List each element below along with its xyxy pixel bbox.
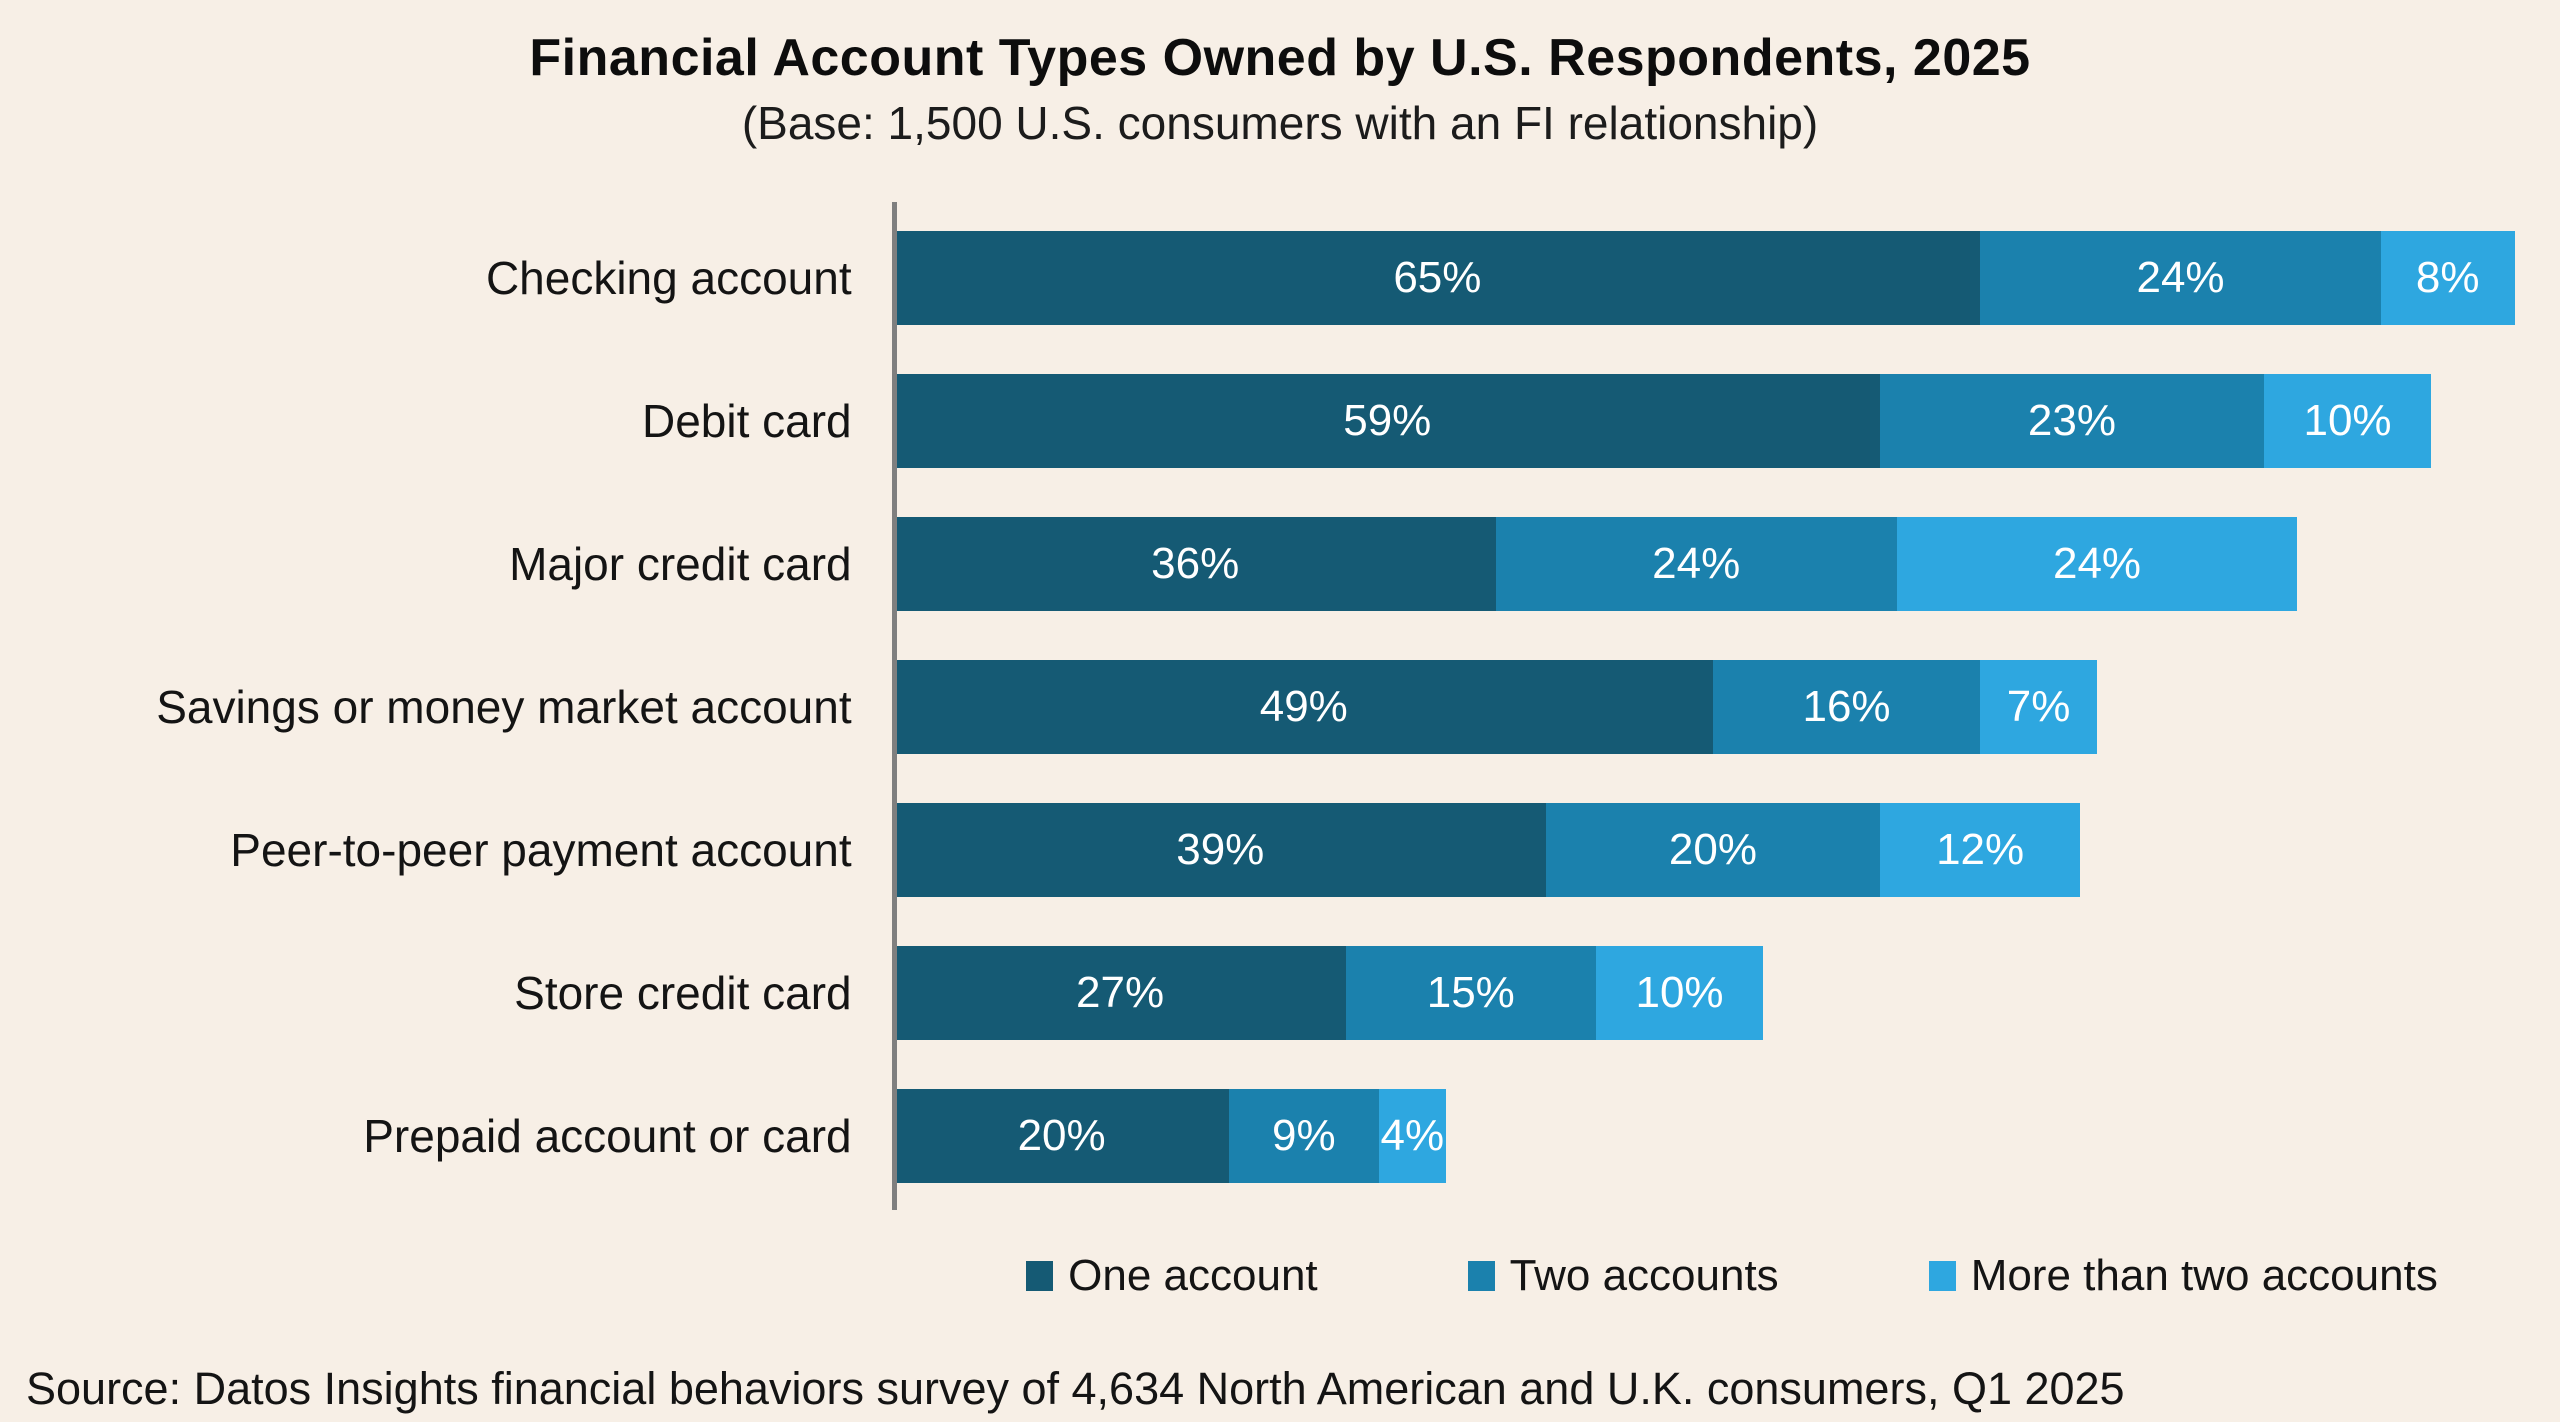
bar-track: 39% 20% 12% [894, 802, 2560, 897]
chart-row: Prepaid account or card 20% 9% 4% [0, 1064, 2560, 1207]
bar-segment: 15% [1345, 945, 1597, 1040]
bar-value-label: 20% [1017, 1110, 1106, 1160]
bar-value-label: 39% [1176, 824, 1265, 874]
bar-value-label: 12% [1936, 824, 2025, 874]
bar-value-label: 65% [1393, 252, 1482, 302]
category-label: Checking account [485, 251, 852, 304]
chart-title: Financial Account Types Owned by U.S. Re… [529, 29, 2031, 87]
bar-track: 65% 24% 8% [894, 230, 2560, 325]
bar-segment: 23% [1879, 373, 2265, 468]
legend-label-two-accounts: Two accounts [1509, 1251, 1779, 1300]
category-label: Prepaid account or card [363, 1109, 852, 1162]
chart-row: Peer-to-peer payment account 39% 20% 12% [0, 778, 2560, 921]
legend-item-two-accounts: Two accounts [1467, 1251, 1779, 1301]
bar-segment: 20% [894, 1088, 1229, 1183]
legend-label-one-account: One account [1068, 1251, 1318, 1300]
bar-segment: 20% [1545, 802, 1880, 897]
bar-segment: 59% [894, 373, 1880, 468]
legend-label-more-than-two-accounts: More than two accounts [1970, 1251, 2438, 1300]
category-label: Peer-to-peer payment account [230, 823, 852, 876]
bar-chart: Checking account 65% 24% 8% Debit card 59%… [0, 202, 2560, 1210]
bar-segment: 8% [2380, 230, 2515, 325]
chart-row: Savings or money market account 49% 16% 7% [0, 635, 2560, 778]
bar-value-label: 20% [1668, 824, 1757, 874]
chart-subtitle: (Base: 1,500 U.S. consumers with an FI r… [741, 97, 1819, 149]
legend-swatch-two-accounts [1467, 1261, 1495, 1291]
bar-segment: 16% [1712, 659, 1981, 754]
bar-segment: 39% [894, 802, 1546, 897]
category-label: Savings or money market account [156, 680, 852, 733]
bar-segment: 24% [1495, 516, 1897, 611]
bar-segment: 9% [1228, 1088, 1379, 1183]
legend-swatch-one-account [1026, 1261, 1054, 1291]
bar-segment: 36% [894, 516, 1496, 611]
bar-value-label: 8% [2415, 252, 2480, 302]
bar-track: 36% 24% 24% [894, 516, 2560, 611]
bar-value-label: 4% [1380, 1110, 1445, 1160]
bar-value-label: 9% [1271, 1110, 1336, 1160]
bar-segment: 49% [894, 659, 1713, 754]
bar-value-label: 59% [1343, 395, 1432, 445]
bar-value-label: 24% [1652, 538, 1741, 588]
bar-value-label: 15% [1426, 967, 1515, 1017]
chart-row: Checking account 65% 24% 8% [0, 206, 2560, 349]
chart-row: Debit card 59% 23% 10% [0, 349, 2560, 492]
legend-swatch-more-than-two-accounts [1928, 1261, 1956, 1291]
bar-segment: 10% [1596, 945, 1764, 1040]
bar-segment: 27% [894, 945, 1346, 1040]
bar-value-label: 7% [2006, 681, 2071, 731]
category-label: Major credit card [509, 537, 852, 590]
bar-segment: 65% [894, 230, 1981, 325]
chart-row: Major credit card 36% 24% 24% [0, 492, 2560, 635]
bar-segment: 12% [1879, 802, 2081, 897]
chart-header: Financial Account Types Owned by U.S. Re… [0, 0, 2560, 152]
chart-row: Store credit card 27% 15% 10% [0, 921, 2560, 1064]
category-label: Store credit card [514, 966, 852, 1019]
bar-value-label: 27% [1076, 967, 1165, 1017]
bar-value-label: 49% [1259, 681, 1348, 731]
y-axis-line [892, 202, 897, 1210]
bar-track: 49% 16% 7% [894, 659, 2560, 754]
chart-rows: Checking account 65% 24% 8% Debit card 59%… [0, 206, 2560, 1207]
bar-value-label: 36% [1151, 538, 1240, 588]
bar-value-label: 23% [2027, 395, 2116, 445]
legend: One account Two accounts More than two a… [897, 1251, 2560, 1301]
bar-segment: 24% [1980, 230, 2381, 325]
bar-value-label: 10% [2303, 395, 2392, 445]
source-note: Source: Datos Insights financial behavio… [26, 1363, 2125, 1414]
bar-value-label: 24% [2136, 252, 2225, 302]
bar-segment: 7% [1980, 659, 2097, 754]
bar-segment: 24% [1896, 516, 2298, 611]
bar-track: 59% 23% 10% [894, 373, 2560, 468]
bar-value-label: 10% [1635, 967, 1724, 1017]
bar-track: 27% 15% 10% [894, 945, 2560, 1040]
bar-segment: 10% [2264, 373, 2432, 468]
bar-value-label: 24% [2052, 538, 2142, 588]
category-label: Debit card [641, 394, 852, 447]
bar-track: 20% 9% 4% [894, 1088, 2560, 1183]
bar-segment: 4% [1378, 1088, 1446, 1183]
legend-item-one-account: One account [1026, 1251, 1318, 1301]
bar-value-label: 16% [1802, 681, 1891, 731]
legend-item-more-than-two-accounts: More than two accounts [1928, 1251, 2438, 1301]
